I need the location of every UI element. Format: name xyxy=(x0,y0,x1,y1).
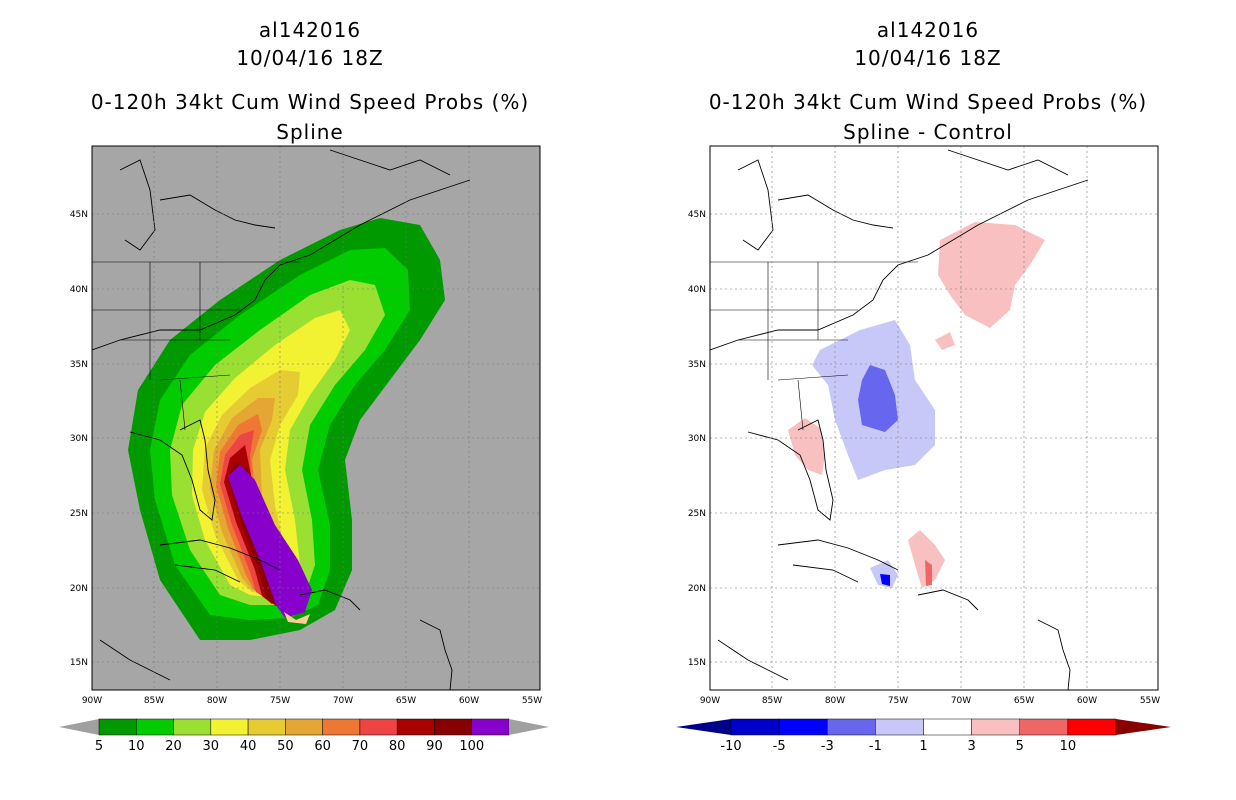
left-lat-label-15: 15N xyxy=(70,658,88,668)
left-colorbar-box-3 xyxy=(210,718,249,736)
left-colorbar-box-7 xyxy=(359,718,398,736)
right-lon-label-90: 90W xyxy=(700,696,720,706)
right-colorbar-box-5 xyxy=(971,718,1020,736)
right-colorbar-box-2 xyxy=(827,718,876,736)
left-probability-map: 45N 40N 35N 30N 25N 20N 15N 90W 85W 80W … xyxy=(70,145,542,706)
right-title-product: 0-120h 34kt Cum Wind Speed Probs (%) xyxy=(708,90,1148,114)
right-colorbar-label-6: 5 xyxy=(1016,739,1024,754)
right-lon-label-85: 85W xyxy=(762,696,782,706)
left-lon-label-60: 60W xyxy=(459,696,479,706)
right-title-method: Spline - Control xyxy=(843,120,1013,144)
right-lon-label-80: 80W xyxy=(825,696,845,706)
left-lat-label-30: 30N xyxy=(70,434,88,444)
left-title-storm: al142016 xyxy=(258,18,362,42)
left-title-date: 10/04/16 18Z xyxy=(236,46,384,70)
left-colorbar-label-1: 10 xyxy=(128,739,145,754)
right-title-storm: al142016 xyxy=(876,18,980,42)
left-colorbar-label-3: 30 xyxy=(203,739,220,754)
left-lat-label-25: 25N xyxy=(70,509,88,519)
right-colorbar-label-4: 1 xyxy=(919,739,927,754)
left-colorbar-label-9: 90 xyxy=(426,739,443,754)
right-colorbar-end-right xyxy=(1116,719,1171,735)
left-colorbar-label-6: 60 xyxy=(314,739,331,754)
left-lat-label-35: 35N xyxy=(70,360,88,370)
diff-region-light-red-hispaniola xyxy=(908,530,945,588)
right-lat-label-40: 40N xyxy=(688,285,706,295)
right-lat-label-25: 25N xyxy=(688,509,706,519)
right-colorbar-label-5: 3 xyxy=(967,739,975,754)
left-lon-label-70: 70W xyxy=(333,696,353,706)
left-lon-label-75: 75W xyxy=(270,696,290,706)
right-lat-label-30: 30N xyxy=(688,434,706,444)
left-colorbar-box-0 xyxy=(98,718,137,736)
right-lon-label-65: 65W xyxy=(1014,696,1034,706)
left-colorbar-box-4 xyxy=(247,718,286,736)
right-colorbar-label-3: -1 xyxy=(869,739,882,754)
left-lat-label-40: 40N xyxy=(70,285,88,295)
diff-region-medium-blue xyxy=(858,365,898,432)
left-title-product: 0-120h 34kt Cum Wind Speed Probs (%) xyxy=(90,90,530,114)
right-coastlines xyxy=(710,149,1089,690)
right-colorbar-box-7 xyxy=(1067,718,1117,736)
right-lon-label-75: 75W xyxy=(888,696,908,706)
left-lon-label-90: 90W xyxy=(82,696,102,706)
right-gridlines xyxy=(710,146,1158,690)
prob-band-100 xyxy=(228,465,312,618)
left-lon-label-80: 80W xyxy=(207,696,227,706)
left-colorbar-box-10 xyxy=(471,718,510,736)
right-lat-label-35: 35N xyxy=(688,360,706,370)
right-lon-label-55: 55W xyxy=(1140,696,1160,706)
right-colorbar-box-1 xyxy=(778,718,828,736)
left-colorbar-label-8: 80 xyxy=(389,739,406,754)
left-colorbar-box-1 xyxy=(136,718,174,736)
left-colorbar: 5 10 20 30 40 50 60 70 80 90 100 xyxy=(59,718,549,754)
right-colorbar-box-6 xyxy=(1019,718,1069,736)
right-colorbar-label-0: -10 xyxy=(720,739,741,754)
left-colorbar-label-2: 20 xyxy=(165,739,182,754)
right-title-date: 10/04/16 18Z xyxy=(854,46,1002,70)
right-state-borders xyxy=(710,261,918,431)
left-colorbar-label-5: 50 xyxy=(277,739,294,754)
right-colorbar: -10 -5 -3 -1 1 3 5 10 xyxy=(676,718,1171,754)
right-colorbar-box-0 xyxy=(730,718,780,736)
left-lon-label-65: 65W xyxy=(396,696,416,706)
right-lat-label-45: 45N xyxy=(688,210,706,220)
left-colorbar-label-0: 5 xyxy=(95,739,103,754)
right-lat-label-20: 20N xyxy=(688,584,706,594)
right-lon-label-60: 60W xyxy=(1077,696,1097,706)
diff-region-medium-red-hispaniola xyxy=(925,560,932,586)
diff-region-light-red-northeast xyxy=(938,222,1045,328)
left-colorbar-box-6 xyxy=(322,718,361,736)
left-lon-label-55: 55W xyxy=(522,696,542,706)
left-lon-label-85: 85W xyxy=(144,696,164,706)
diff-region-dark-blue-cuba xyxy=(880,574,890,586)
right-colorbar-box-4 xyxy=(923,718,972,736)
left-colorbar-end-right xyxy=(509,719,549,735)
left-colorbar-label-10: 100 xyxy=(459,739,484,754)
left-title-method: Spline xyxy=(276,120,344,144)
left-coastlines xyxy=(92,149,471,690)
right-colorbar-box-3 xyxy=(875,718,924,736)
left-gridlines xyxy=(92,146,540,690)
left-lat-label-20: 20N xyxy=(70,584,88,594)
left-colorbar-label-7: 70 xyxy=(352,739,369,754)
right-colorbar-label-1: -5 xyxy=(773,739,786,754)
right-lat-label-15: 15N xyxy=(688,658,706,668)
left-colorbar-box-8 xyxy=(396,718,435,736)
left-lat-label-45: 45N xyxy=(70,210,88,220)
left-colorbar-box-9 xyxy=(434,718,472,736)
left-colorbar-box-5 xyxy=(285,718,323,736)
left-colorbar-end-left xyxy=(59,719,99,735)
right-difference-map: 45N 40N 35N 30N 25N 20N 15N 90W 85W 80W … xyxy=(688,145,1160,706)
left-colorbar-label-4: 40 xyxy=(240,739,257,754)
left-colorbar-box-2 xyxy=(173,718,212,736)
left-state-borders xyxy=(92,261,300,431)
right-colorbar-label-7: 10 xyxy=(1060,739,1077,754)
right-colorbar-end-left xyxy=(676,719,731,735)
diff-region-light-red-florida xyxy=(788,418,825,475)
prob-band-100-tip xyxy=(284,612,310,624)
right-lon-label-70: 70W xyxy=(951,696,971,706)
diff-region-light-red-offshore xyxy=(935,332,955,350)
right-colorbar-label-2: -3 xyxy=(821,739,834,754)
